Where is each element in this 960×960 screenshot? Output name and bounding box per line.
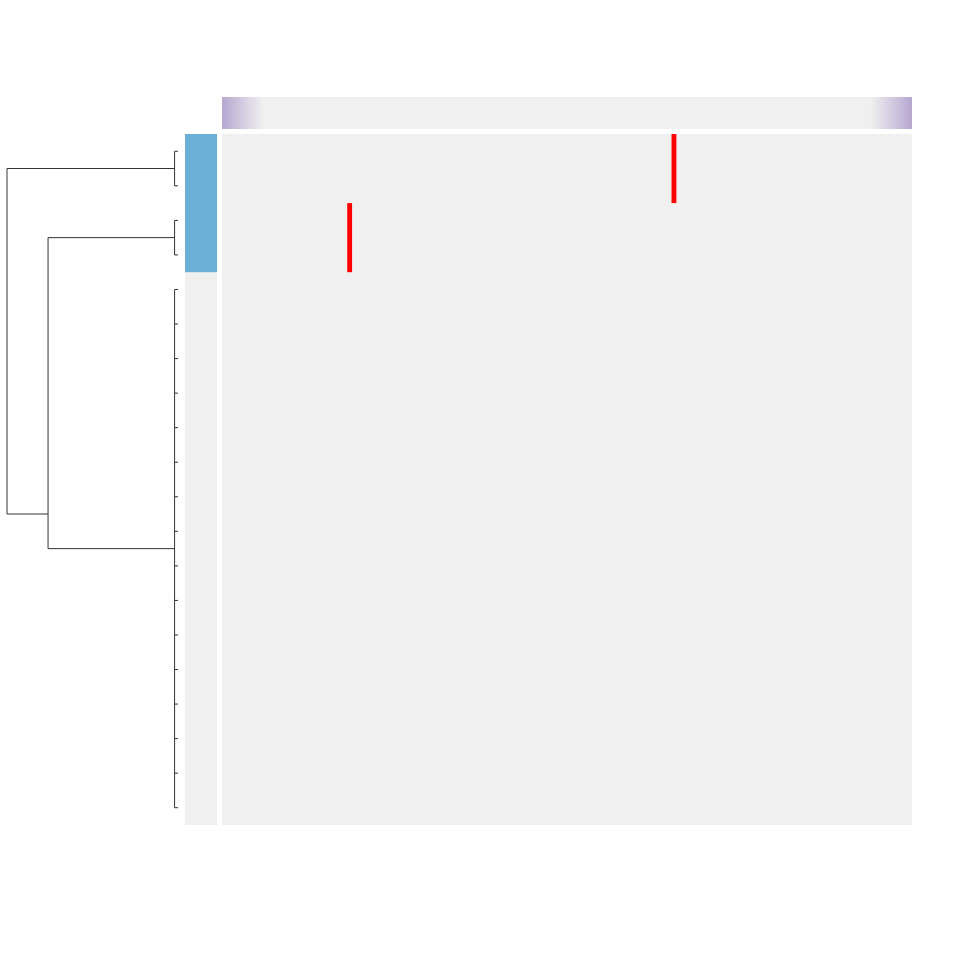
annotation-layer [185, 97, 912, 825]
heatmap-mark-1 [671, 134, 677, 204]
row-annotation-group [185, 134, 217, 273]
heatmap-body [222, 134, 912, 825]
heatmap-background [222, 134, 912, 825]
row-dendrogram [6, 150, 178, 809]
column-annotation-bar [222, 97, 912, 129]
heatmap-mark-2 [347, 203, 353, 273]
heatmap-marks [347, 134, 677, 273]
